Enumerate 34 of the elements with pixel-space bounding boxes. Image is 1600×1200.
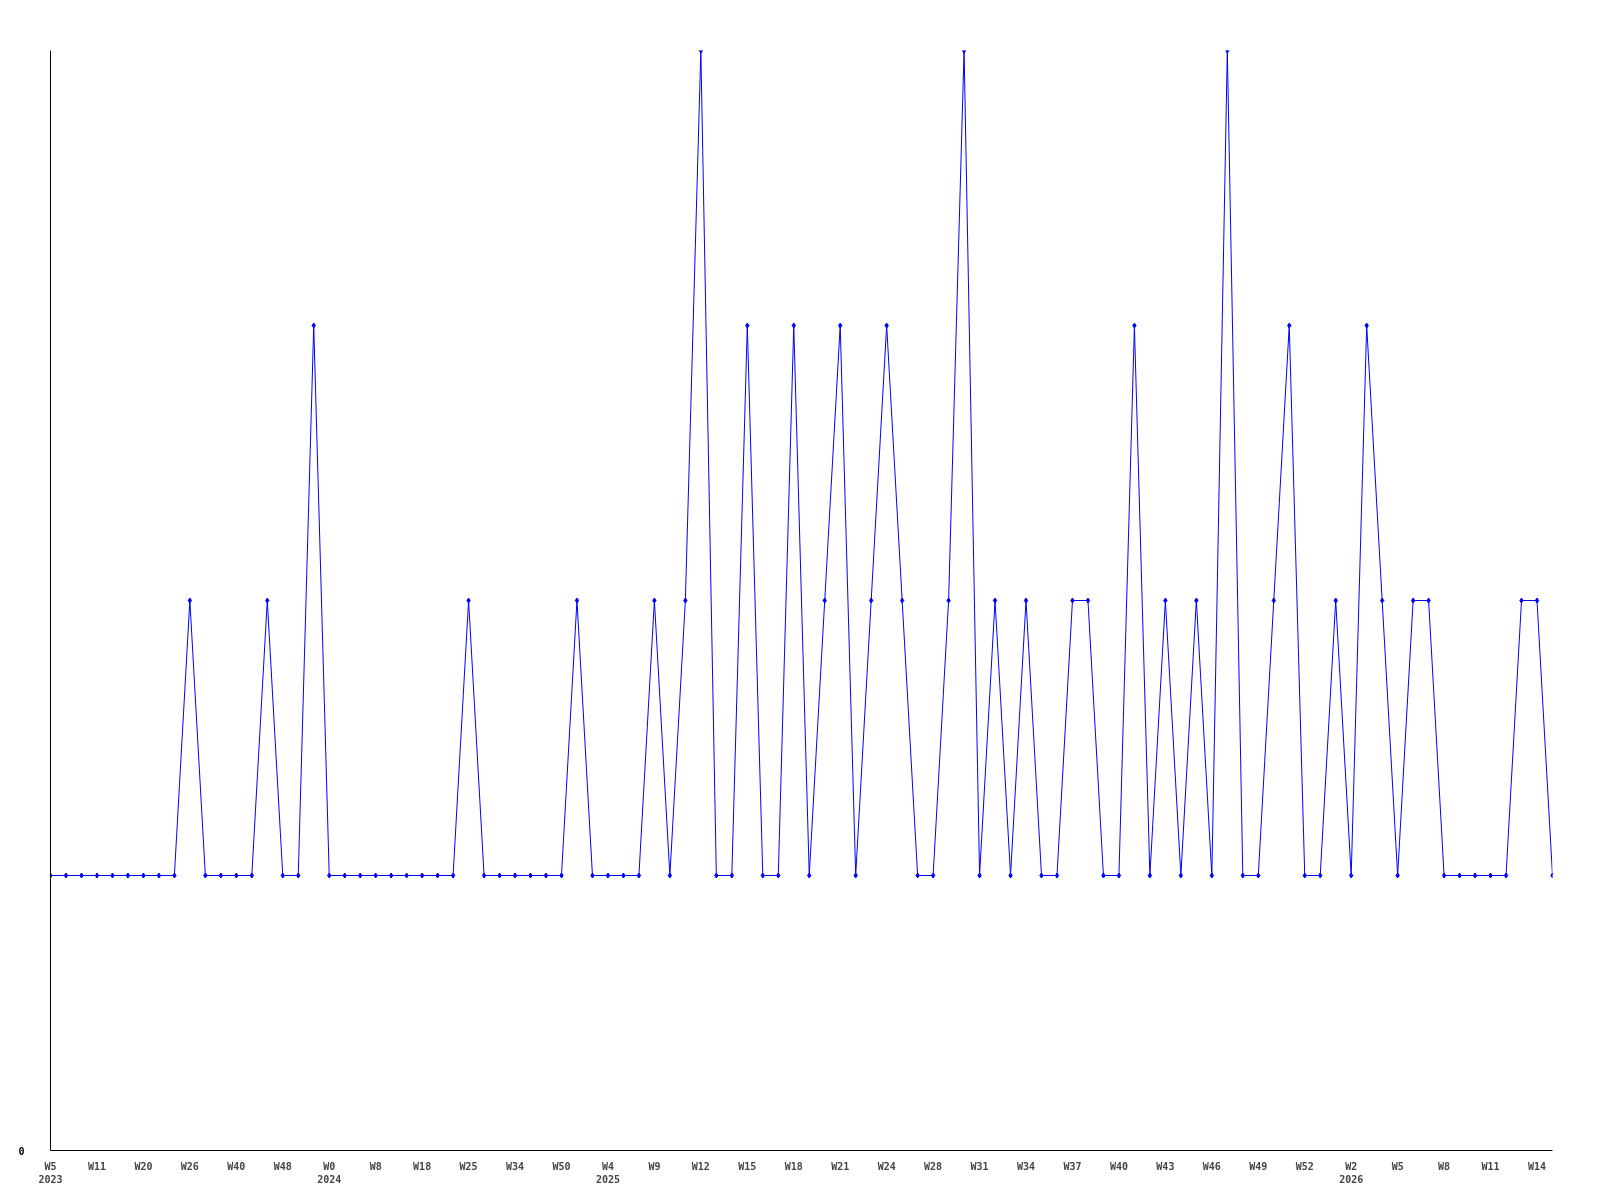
x-tick-label: W11 — [87, 1160, 106, 1172]
x-tick-label: W34 — [1016, 1160, 1036, 1172]
x-tick-label: W4 2025 — [595, 1160, 620, 1185]
x-tick-label: W8 — [1438, 1160, 1451, 1172]
x-tick-label: W12 — [691, 1160, 710, 1172]
x-tick-label: W31 — [970, 1160, 989, 1172]
x-tick-label: W5 — [1391, 1160, 1404, 1172]
x-tick-label: W15 — [738, 1160, 757, 1172]
text: 0 — [18, 1145, 25, 1157]
x-tick-label: W37 — [1063, 1160, 1082, 1172]
x-tick-label: W48 — [273, 1160, 292, 1172]
x-tick-label: W49 — [1249, 1160, 1268, 1172]
x-tick-label: W20 — [134, 1160, 153, 1172]
x-tick-label: W9 — [648, 1160, 661, 1172]
x-tick-label: W52 — [1295, 1160, 1314, 1172]
x-tick-label: W14 — [1527, 1160, 1547, 1172]
x-tick-label: W2 2026 — [1339, 1160, 1364, 1185]
x-tick-label: W5 2023 — [38, 1160, 63, 1185]
x-tick-label: W24 — [877, 1160, 896, 1172]
x-tick-label: W26 — [180, 1160, 199, 1172]
x-tick-label: W40 — [1109, 1160, 1128, 1172]
x-tick-label: W34 — [506, 1160, 525, 1172]
x-tick-label: W40 — [227, 1160, 246, 1172]
x-tick-label: W25 — [459, 1160, 478, 1172]
x-tick-label: W0 2024 — [317, 1160, 342, 1185]
x-tick-label: W28 — [924, 1160, 943, 1172]
x-tick-label: W18 — [413, 1160, 432, 1172]
x-tick-label: W11 — [1481, 1160, 1500, 1172]
x-tick-label: W50 — [552, 1160, 571, 1172]
x-tick-label: W18 — [784, 1160, 803, 1172]
x-tick-label: W8 — [369, 1160, 382, 1172]
x-tick-label: W43 — [1156, 1160, 1175, 1172]
x-tick-label: W46 — [1202, 1160, 1221, 1172]
x-tick-label: W21 — [831, 1160, 850, 1172]
